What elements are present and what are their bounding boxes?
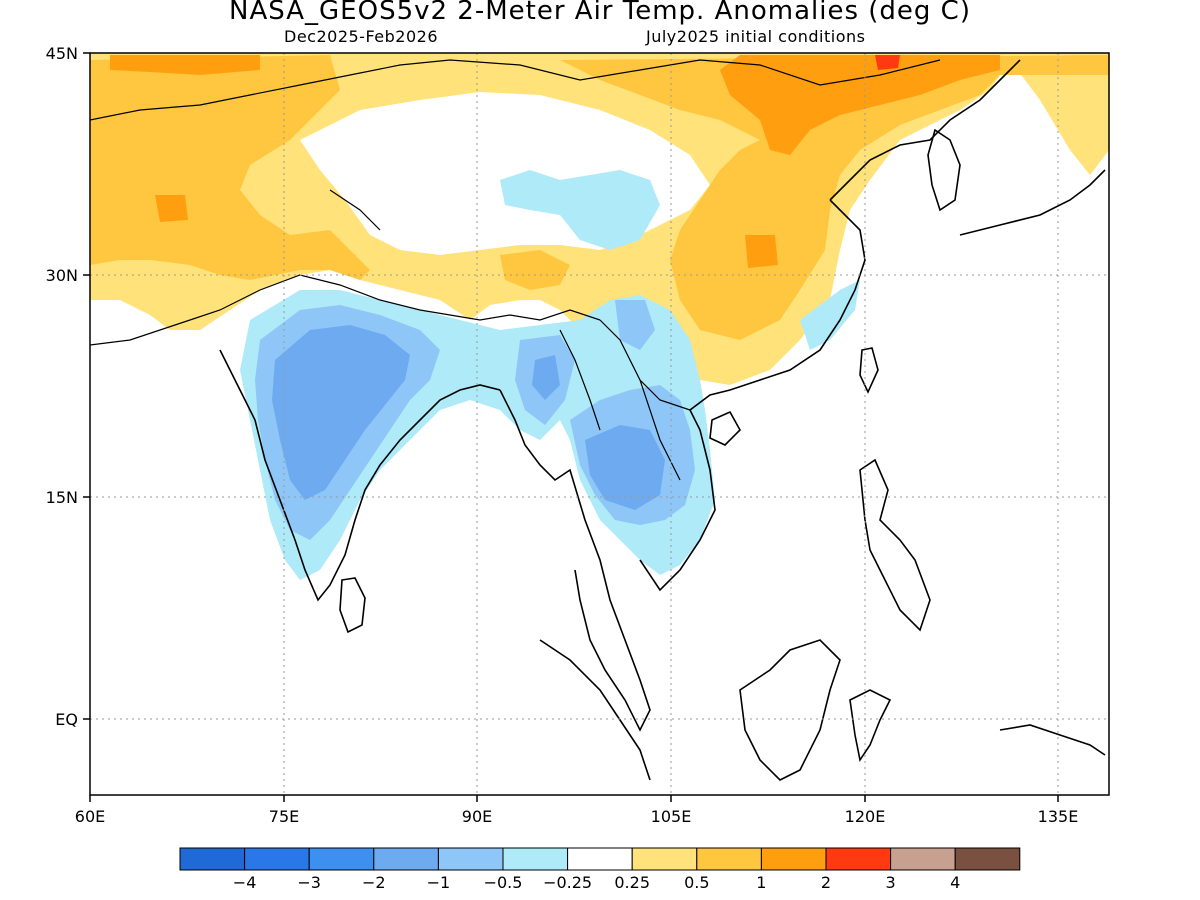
colorbar: −4 −3 −2 −1 −0.5 −0.25 0.25 0.5 1 2 3 4 xyxy=(179,847,1021,892)
colorbar-swatch xyxy=(502,847,569,871)
colorbar-swatch xyxy=(373,847,439,871)
forecast-period: Dec2025-Feb2026 xyxy=(284,27,438,46)
china-coastline xyxy=(829,59,1021,201)
y-tick-label: EQ xyxy=(55,710,78,729)
hot-anomaly-spot xyxy=(875,55,900,70)
warm-anomaly-region xyxy=(745,235,778,268)
colorbar-swatch xyxy=(244,847,310,871)
sumatra-coastline xyxy=(539,639,651,781)
cool-anomaly-region xyxy=(272,325,410,500)
plot-frame xyxy=(89,52,1110,796)
coastlines xyxy=(90,59,1106,781)
sri-lanka-coastline xyxy=(339,577,366,634)
cool-anomaly-region xyxy=(532,355,560,400)
initial-conditions: July2025 initial conditions xyxy=(646,27,866,46)
warm-anomaly-region xyxy=(500,250,570,290)
cool-anomaly-region xyxy=(800,280,860,350)
warm-anomaly-region xyxy=(90,55,370,280)
tick-marks xyxy=(83,52,1059,802)
indochina-coastline xyxy=(639,199,866,592)
warm-anomaly-region xyxy=(720,55,1000,155)
y-tick-label: 15N xyxy=(46,488,78,507)
colorbar-swatch xyxy=(179,847,246,871)
colorbar-swatch xyxy=(760,847,827,871)
new-guinea-coastline xyxy=(999,724,1106,756)
colorbar-swatch xyxy=(631,847,698,871)
japan-coastline xyxy=(959,169,1106,236)
taiwan-coastline xyxy=(859,347,879,394)
colorbar-swatch xyxy=(567,847,633,871)
colorbar-label: 0.25 xyxy=(614,873,650,892)
x-tick-label: 60E xyxy=(75,807,105,826)
cool-anomaly-region xyxy=(500,170,660,250)
southeast-asia-coastline xyxy=(499,389,651,732)
country-borders xyxy=(90,59,941,481)
colorbar-label: −0.5 xyxy=(484,873,523,892)
hainan-coastline xyxy=(709,410,741,446)
colorbar-swatch xyxy=(437,847,504,871)
colorbar-swatch xyxy=(308,847,375,871)
colorbar-swatch xyxy=(890,847,956,871)
y-tick-label: 45N xyxy=(46,44,78,63)
colorbar-label: 3 xyxy=(886,873,896,892)
india-coastline xyxy=(219,349,501,602)
borneo-coastline xyxy=(739,639,841,781)
warm-anomaly-region xyxy=(560,55,1109,340)
sulawesi-coastline xyxy=(849,689,892,763)
philippines-coastline xyxy=(859,458,931,632)
colorbar-swatch xyxy=(696,847,762,871)
colorbar-label: −2 xyxy=(362,873,386,892)
x-tick-label: 120E xyxy=(845,807,886,826)
anomaly-fields xyxy=(90,53,1109,580)
colorbar-swatch xyxy=(954,847,1021,871)
warm-anomaly-region xyxy=(155,195,188,222)
warm-anomaly-region xyxy=(110,55,260,75)
colorbar-label: 4 xyxy=(950,873,960,892)
x-tick-label: 90E xyxy=(462,807,492,826)
cool-anomaly-region xyxy=(615,300,655,350)
graticule xyxy=(90,53,1109,795)
x-tick-label: 135E xyxy=(1038,807,1079,826)
colorbar-label: −1 xyxy=(427,873,451,892)
colorbar-label: −0.25 xyxy=(543,873,592,892)
korea-coastline xyxy=(927,128,961,212)
map-title: NASA_GEOS5v2 2-Meter Air Temp. Anomalies… xyxy=(229,0,971,26)
colorbar-label: −4 xyxy=(233,873,257,892)
colorbar-label: 0.5 xyxy=(684,873,709,892)
colorbar-label: 1 xyxy=(756,873,766,892)
colorbar-label: 2 xyxy=(821,873,831,892)
colorbar-swatch xyxy=(825,847,892,871)
cool-anomaly-region xyxy=(585,425,665,510)
x-tick-label: 75E xyxy=(269,807,299,826)
colorbar-label: −3 xyxy=(297,873,321,892)
y-tick-label: 30N xyxy=(46,266,78,285)
x-tick-label: 105E xyxy=(651,807,692,826)
